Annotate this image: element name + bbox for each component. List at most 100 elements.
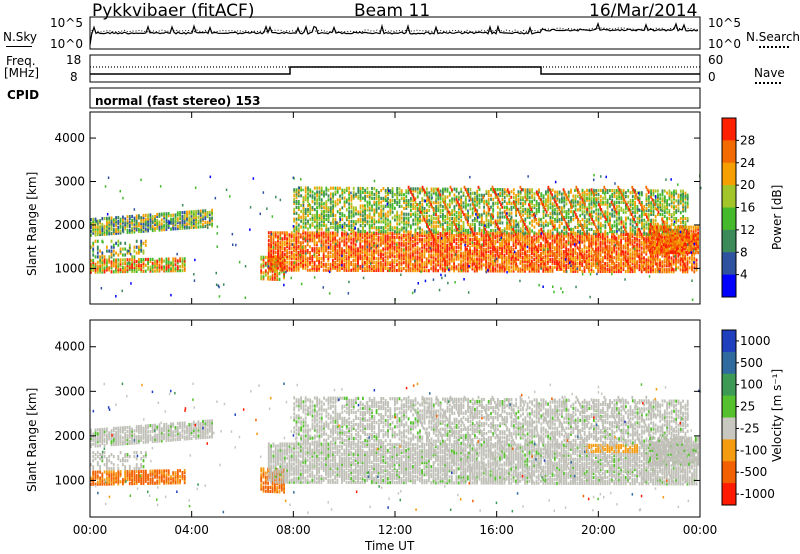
scatter-cell xyxy=(274,250,277,254)
scatter-cell xyxy=(553,254,556,258)
scatter-cell xyxy=(302,196,305,200)
scatter-cell xyxy=(302,231,304,235)
scatter-cell xyxy=(473,259,476,263)
scatter-cell xyxy=(92,221,95,225)
scatter-cell xyxy=(423,206,426,211)
scatter-cell xyxy=(108,222,111,226)
scatter-cell xyxy=(597,248,600,252)
scatter-cell xyxy=(126,221,129,225)
scatter-cell xyxy=(370,235,373,239)
scatter-cell xyxy=(302,252,304,257)
scatter-cell xyxy=(151,269,154,273)
scatter-cell xyxy=(302,262,304,266)
scatter-cell xyxy=(460,237,462,242)
scatter-cell xyxy=(138,267,140,271)
scatter-cell xyxy=(160,224,163,228)
scatter-cell xyxy=(131,255,133,259)
scatter-cell xyxy=(373,237,375,241)
scatter-cell xyxy=(416,263,419,267)
scatter-cell xyxy=(569,242,572,246)
scatter-cell xyxy=(439,265,442,269)
scatter-cell xyxy=(122,227,124,231)
scatter-cell xyxy=(364,229,366,234)
scatter-cell xyxy=(457,236,460,240)
scatter-cell xyxy=(286,248,288,253)
scatter-cell xyxy=(423,237,426,241)
scatter-cell xyxy=(302,264,304,268)
scatter-cell xyxy=(386,233,389,237)
scatter-cell xyxy=(140,269,143,273)
scatter-cell xyxy=(592,256,595,260)
scatter-cell xyxy=(517,234,520,238)
scatter-cell xyxy=(435,187,437,191)
scatter-cell xyxy=(380,253,382,257)
scatter-cell xyxy=(444,257,446,261)
scatter-cell xyxy=(601,250,604,254)
scatter-cell xyxy=(167,259,170,263)
scatter-cell xyxy=(366,259,369,263)
scatter-cell xyxy=(386,257,389,261)
scatter-cell xyxy=(615,250,618,254)
scatter-cell xyxy=(352,206,355,210)
scatter-cell xyxy=(448,249,451,253)
scatter-cell xyxy=(405,212,408,216)
nsearch-trace xyxy=(91,27,699,33)
scatter-cell xyxy=(311,194,314,198)
scatter-cell xyxy=(501,269,503,273)
scatter-cell xyxy=(471,234,474,238)
scatter-cell xyxy=(398,267,401,271)
scatter-cell xyxy=(115,260,117,264)
scatter-cell xyxy=(345,223,348,228)
scatter-cell xyxy=(494,242,497,246)
scatter-cell xyxy=(515,238,517,242)
scatter-cell xyxy=(524,257,526,261)
scatter-cell xyxy=(108,226,111,230)
scatter-cell xyxy=(318,264,320,268)
scatter-cell xyxy=(563,242,565,246)
scatter-cell xyxy=(531,244,533,248)
scatter-cell xyxy=(101,258,104,262)
scatter-cell xyxy=(489,267,492,271)
scatter-cell xyxy=(156,269,159,273)
scatter-cell xyxy=(368,266,371,271)
scatter-cell xyxy=(620,234,622,238)
scatter-cell xyxy=(361,261,364,265)
scatter-cell xyxy=(620,238,622,242)
scatter-cell xyxy=(172,263,175,267)
scatter-cell xyxy=(313,241,316,245)
scatter-cell xyxy=(469,207,472,211)
scatter-cell xyxy=(306,241,309,245)
scatter-cell xyxy=(341,235,343,239)
scatter-cell xyxy=(357,235,359,239)
scatter-cell xyxy=(453,217,456,221)
scatter-cell xyxy=(524,249,526,254)
scatter-cell xyxy=(94,229,97,233)
scatter-cell xyxy=(519,251,522,256)
scatter-cell xyxy=(462,234,465,238)
scatter-cell xyxy=(270,268,272,272)
scatter-cell xyxy=(508,249,510,254)
scatter-cell xyxy=(355,212,357,216)
scatter-cell xyxy=(512,240,515,244)
scatter-cell xyxy=(460,251,462,255)
scatter-cell xyxy=(389,198,392,202)
scatter-cell xyxy=(302,235,304,239)
scatter-cell xyxy=(133,224,136,228)
scatter-cell xyxy=(544,259,547,263)
scatter-cell xyxy=(354,235,357,239)
scatter-cell xyxy=(313,266,316,270)
scatter-cell xyxy=(183,259,186,263)
scatter-cell xyxy=(149,223,152,227)
scatter-cell xyxy=(590,258,593,262)
scatter-cell xyxy=(556,242,558,246)
scatter-cell xyxy=(432,269,435,273)
scatter-cell xyxy=(608,238,611,242)
scatter-cell xyxy=(334,266,337,270)
scatter-cell xyxy=(343,249,346,253)
scatter-cell xyxy=(483,205,485,209)
scatter-cell xyxy=(172,223,175,227)
scatter-cell xyxy=(622,246,625,250)
scatter-cell xyxy=(149,259,152,263)
scatter-cell xyxy=(345,231,348,235)
scatter-cell xyxy=(448,253,451,257)
